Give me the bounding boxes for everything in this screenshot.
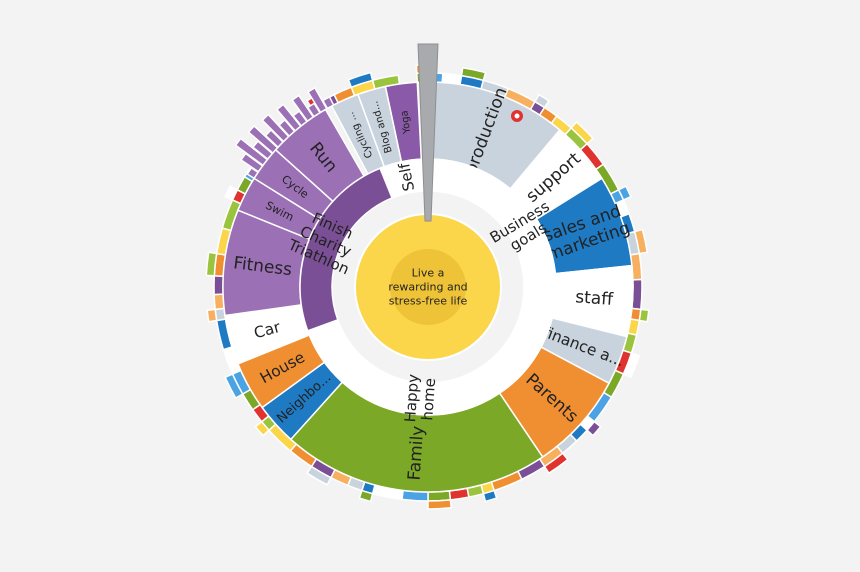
outer-tick-b-18 xyxy=(638,308,650,323)
outer-tick-b-51 xyxy=(205,251,218,277)
center-label-line-3: stress-free life xyxy=(389,295,468,308)
ring1-segment-finish-charity-triathlon[interactable] xyxy=(299,167,394,332)
center-label-line-2: rewarding and xyxy=(388,281,467,294)
ring2-label-staff: staff xyxy=(575,287,615,310)
badge-dot-center xyxy=(514,113,520,119)
center-inner-disc xyxy=(390,249,466,325)
center-label-line-1: Live a xyxy=(412,267,445,280)
goal-ring-inner: SelfBusinessgoalsHappyhomeFinishCharityT… xyxy=(285,158,557,423)
ring2-label-family: Family xyxy=(405,425,429,481)
outer-tick-b-33 xyxy=(427,499,453,510)
ring1-label-happy-home-2: home xyxy=(418,377,439,421)
heart-badge-icon[interactable] xyxy=(511,110,523,122)
ring1-label-self: Self xyxy=(395,161,418,193)
outer-tick-50 xyxy=(213,275,225,296)
center-goal[interactable]: Live a rewarding and stress-free life xyxy=(356,215,500,359)
needle-shape[interactable] xyxy=(417,43,439,222)
ring2-label-yoga: Yoga xyxy=(399,110,413,136)
pointer-needle-icon[interactable] xyxy=(417,43,439,222)
outer-tick-b-48 xyxy=(206,308,218,323)
ring1-label-happy-home-1: Happy xyxy=(401,373,422,423)
